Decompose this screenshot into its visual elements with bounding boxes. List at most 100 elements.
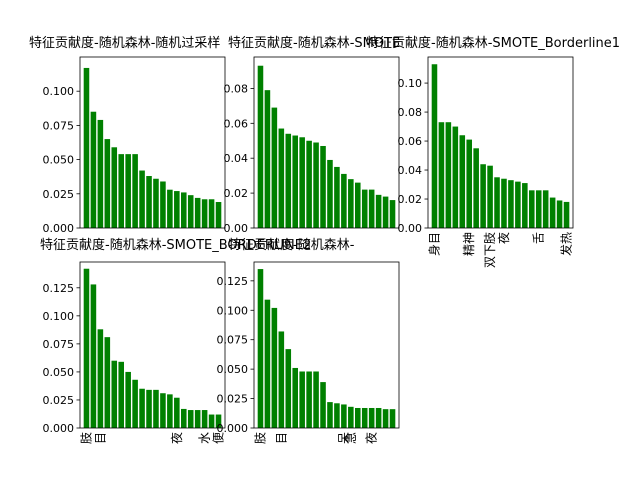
- bar: [355, 182, 361, 228]
- axes-frame: [253, 261, 400, 429]
- bar: [271, 307, 278, 428]
- bar: [375, 407, 382, 428]
- bar: [348, 179, 354, 228]
- bar: [292, 367, 298, 428]
- y-tick-label: 0.050: [43, 154, 75, 167]
- subplot-1: 0.000 0.025 0.050 0.075 0.100 特征贡献度-随机森林-随机过采…: [29, 35, 226, 235]
- bar: [194, 410, 201, 428]
- bar: [292, 135, 298, 228]
- y-tick-label: 0.100: [217, 304, 249, 317]
- bar: [431, 64, 438, 228]
- bar: [494, 177, 500, 228]
- bar: [201, 410, 208, 428]
- bar: [167, 394, 173, 428]
- bar: [542, 190, 549, 228]
- bar: [466, 139, 472, 228]
- bar: [264, 299, 271, 428]
- bar: [334, 403, 340, 428]
- bar: [146, 176, 152, 228]
- bar: [125, 371, 131, 428]
- bar: [306, 371, 312, 428]
- bar: [299, 371, 305, 428]
- x-tick-label: 目: [93, 432, 107, 444]
- x-tick-label: 发热: [559, 232, 574, 256]
- x-tick-label: 夜: [364, 432, 379, 444]
- y-tick-label: 0.075: [43, 338, 75, 351]
- bar: [313, 142, 319, 228]
- x-tick-label: 肢: [78, 432, 93, 444]
- x-tick-label: 精神: [462, 232, 476, 256]
- bar: [160, 393, 166, 428]
- bar: [132, 154, 138, 228]
- y-tick-label: 0.08: [398, 106, 423, 119]
- bar: [487, 165, 493, 228]
- bar: [111, 360, 118, 428]
- bar: [306, 140, 312, 228]
- y-tick-label: 0.000: [217, 422, 249, 435]
- y-tick-label: 0.125: [43, 282, 75, 295]
- y-tick-label: 0.10: [398, 77, 423, 90]
- bar: [438, 122, 445, 228]
- axes-frame: [79, 261, 226, 429]
- bar: [313, 371, 319, 428]
- y-tick-label: 0.050: [43, 366, 75, 379]
- bar: [181, 192, 187, 228]
- x-tick-label: 便: [212, 432, 226, 444]
- y-tick-label: 0.02: [398, 193, 423, 206]
- subplot-title: 特征贡献度-随机森林-SMOTE_Borderline1: [366, 35, 620, 51]
- bar: [208, 199, 215, 228]
- y-tick-label: 0.075: [43, 119, 75, 132]
- bar: [368, 407, 375, 428]
- bar: [355, 407, 361, 428]
- bar: [181, 408, 187, 428]
- bar: [139, 170, 145, 228]
- bar: [167, 189, 173, 228]
- bar: [334, 166, 340, 228]
- axes-frame: [79, 56, 226, 229]
- bar: [174, 397, 180, 428]
- x-tick-label: 水: [198, 432, 212, 444]
- bar: [480, 164, 486, 228]
- bar: [194, 197, 201, 228]
- bar: [549, 197, 556, 228]
- y-tick-label: 0.08: [224, 82, 249, 95]
- subplot-2: 0.00 0.02 0.04 0.06 0.08 特征贡献度-随机森林-SMOTE: [224, 35, 401, 235]
- bar: [285, 349, 292, 428]
- y-tick-label: 0.100: [43, 85, 75, 98]
- subplot-4: 肢目夜水便0.0000.0250.0500.0750.1000.125特征贡献度…: [40, 237, 311, 444]
- y-tick-label: 0.000: [43, 222, 75, 235]
- bar: [160, 181, 166, 228]
- subplot-title: 特征贡献度-随机森林-SMOTE: [228, 35, 400, 51]
- y-tick-label: 0.02: [224, 187, 249, 200]
- bar: [90, 111, 97, 228]
- bar: [187, 195, 194, 228]
- bar: [341, 173, 347, 228]
- bar: [368, 189, 375, 228]
- bar: [90, 284, 97, 428]
- axes-frame: [427, 56, 574, 229]
- bar: [118, 361, 124, 428]
- bar: [104, 337, 111, 428]
- bar: [459, 135, 466, 228]
- axes-frame: [253, 56, 400, 229]
- bar: [299, 137, 305, 228]
- bar: [389, 200, 396, 228]
- bar: [153, 389, 159, 428]
- y-tick-label: 0.100: [43, 310, 75, 323]
- x-tick-label: 身目: [426, 232, 441, 256]
- x-tick-label: 双下肢: [482, 232, 497, 268]
- bar: [118, 154, 124, 228]
- bar: [382, 409, 389, 428]
- subplot-title: 特征贡献度-随机森林-: [228, 237, 355, 253]
- bar: [473, 148, 479, 228]
- bar: [515, 181, 521, 228]
- bar: [83, 67, 90, 228]
- x-tick-label: 夜: [496, 232, 511, 244]
- x-tick-label: 肢: [252, 432, 267, 444]
- bar: [348, 406, 354, 428]
- subplot-5: 肢目 呆急 夜 0.000 0.025 0.050 0.075 0.100 0.125 特征贡献度…: [217, 237, 400, 444]
- bar: [215, 202, 222, 228]
- y-tick-label: 0.04: [224, 152, 249, 165]
